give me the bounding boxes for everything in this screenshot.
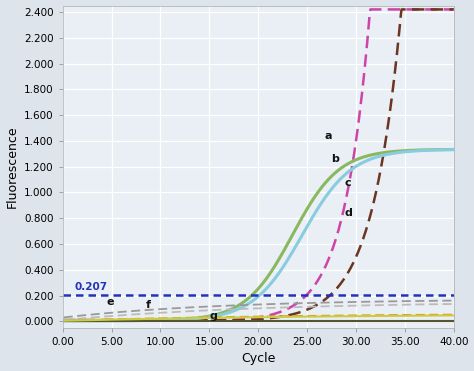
Text: b: b bbox=[331, 154, 339, 164]
Text: d: d bbox=[344, 208, 352, 218]
X-axis label: Cycle: Cycle bbox=[241, 352, 275, 365]
Text: a: a bbox=[325, 131, 332, 141]
Text: f: f bbox=[146, 300, 151, 310]
Text: 0.207: 0.207 bbox=[74, 282, 108, 292]
Y-axis label: Fluorescence: Fluorescence bbox=[6, 125, 18, 208]
Text: e: e bbox=[107, 297, 114, 307]
Text: c: c bbox=[344, 178, 351, 188]
Text: g: g bbox=[210, 311, 217, 321]
